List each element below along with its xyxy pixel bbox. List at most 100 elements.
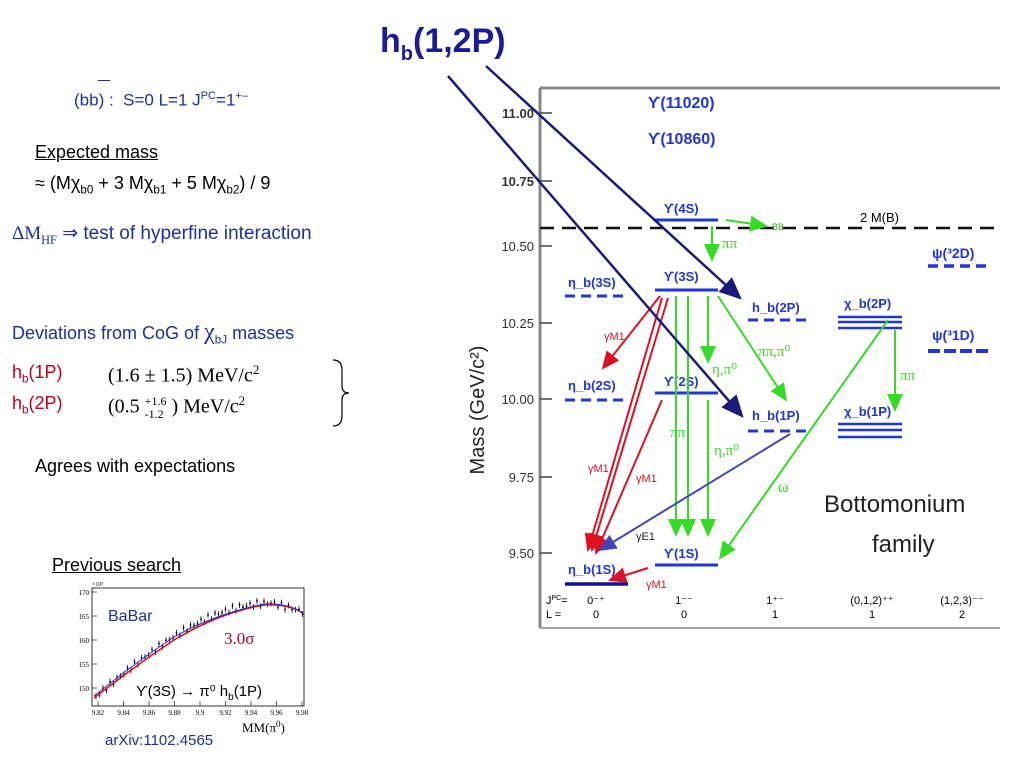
- upsilon-10860-label: ϒ(10860): [648, 131, 715, 148]
- babar-point: [242, 606, 244, 608]
- result-hb1p: hb(1P): [12, 362, 63, 386]
- bbbar-label: BB: [772, 222, 784, 232]
- u3s-to-eta1s-b: [588, 297, 669, 552]
- chi-1p-label: χ_b(1P): [844, 404, 891, 419]
- babar-label: BaBar: [108, 608, 153, 625]
- l-value: 0: [681, 609, 687, 621]
- u1s-to-eta1s: [608, 567, 649, 583]
- pointer-to-hb2p: [485, 65, 742, 300]
- babar-point: [221, 611, 223, 614]
- u4s-to-bb: [725, 215, 768, 232]
- u4s-pipi-label: ππ: [722, 236, 738, 252]
- arxiv-reference: arXiv:1102.4565: [105, 732, 214, 749]
- mass-tick-label: 10.00: [501, 392, 534, 407]
- title-sub: b: [400, 42, 413, 65]
- babar-xtick-label: 9.84: [117, 709, 130, 717]
- expected-formula: ≈ (Mχb0 + 3 Mχb1 + 5 Mχb2) / 9: [35, 173, 271, 197]
- delta-m-hf: ΔM: [12, 223, 42, 244]
- eta-2s-label: η_b(2S): [568, 378, 616, 393]
- babar-ytick-label: 170: [79, 589, 90, 597]
- gm1-label-4: γM1: [646, 579, 667, 591]
- babar-point: [193, 624, 195, 627]
- approx-sign: ≈: [35, 173, 45, 193]
- babar-point: [249, 602, 251, 605]
- l-value: 1: [869, 609, 875, 621]
- bbbar-label: (bb) :: [74, 90, 114, 110]
- hb1p-to-eta1s: [598, 433, 791, 552]
- gm1-label-3: γM1: [636, 473, 657, 485]
- jpc-value: (0,1,2)⁺⁺: [850, 595, 894, 607]
- mass-tick-label: 10.50: [501, 239, 534, 254]
- gm1-label-1: γM1: [604, 331, 625, 343]
- babar-point: [140, 656, 143, 659]
- babar-xtick-label: 9.86: [143, 709, 156, 717]
- babar-point: [133, 660, 136, 663]
- babar-point: [175, 632, 178, 634]
- babar-point: [200, 618, 202, 621]
- u2s-to-eta1s: [594, 399, 663, 555]
- babar-point: [182, 626, 185, 629]
- babar-point: [277, 606, 279, 608]
- jpc-value: 0⁻⁺: [587, 595, 605, 607]
- eta-1s-label: η_b(1S): [568, 562, 616, 577]
- family-label-2: family: [872, 531, 935, 558]
- l-value: 1: [772, 609, 778, 621]
- u3s-to-eta2s: [601, 295, 661, 370]
- l-value: 0: [593, 609, 599, 621]
- upsilon-3s-label: ϒ(3S): [664, 269, 699, 284]
- l-value: 2: [959, 609, 965, 621]
- babar-xticks: 9.82 9.84 9.86 9.88 9.9 9.92 9.94 9.96 9.98: [92, 701, 309, 717]
- u3s-pipipi-label: ππ,π⁰: [758, 344, 790, 360]
- bbbar-overline: [98, 80, 110, 81]
- babar-yticks: 170 165 160 155 150: [79, 589, 97, 693]
- babar-point: [165, 639, 167, 641]
- u3s-etapi-label: η,π⁰: [712, 362, 737, 378]
- babar-point: [189, 623, 192, 626]
- babar-point: [245, 604, 248, 607]
- upsilon-1s-label: ϒ(1S): [664, 546, 699, 561]
- babar-point: [105, 689, 108, 692]
- babar-xtick-label: 9.82: [92, 709, 105, 717]
- babar-point: [207, 613, 209, 616]
- babar-point: [280, 601, 283, 604]
- babar-point: [224, 608, 227, 611]
- u3s-to-hb1p: [717, 295, 788, 402]
- babar-bg-curve: [93, 603, 305, 697]
- jpc-value: 1⁺⁻: [766, 595, 784, 607]
- slide-title: hb(1,2P): [380, 22, 506, 66]
- babar-point: [284, 608, 286, 611]
- jpc-value: 1⁻⁻: [675, 595, 693, 607]
- babar-point: [126, 667, 129, 670]
- babar-point: [217, 613, 220, 616]
- babar-point: [158, 642, 160, 645]
- babar-point: [273, 601, 276, 603]
- chi2p-pipi-label: ππ: [900, 368, 916, 384]
- babar-ytick-label: 150: [79, 685, 90, 693]
- jpc-value: (1,2,3)⁻⁻: [940, 595, 984, 607]
- babar-point: [291, 608, 293, 611]
- mass-tick-label: 9.50: [509, 546, 534, 561]
- u3s-to-eta1s-a: [584, 297, 663, 552]
- ge1-label: γE1: [636, 531, 655, 543]
- mass-tick-label: 10.75: [501, 174, 534, 189]
- mass-tick-label: 11.00: [502, 106, 534, 121]
- mass-tick-label: 9.75: [509, 470, 534, 485]
- babar-ytick-label: 160: [79, 637, 90, 645]
- babar-point: [214, 612, 216, 614]
- chi-2p-label: χ_b(2P): [844, 296, 891, 311]
- quantum-sup: PC: [200, 90, 217, 102]
- u2s-pipi-label: ππ: [670, 425, 686, 441]
- mass-axis-label: Mass (GeV/c²): [467, 346, 489, 475]
- omega-label: ω: [778, 479, 789, 496]
- babar-plot: ×10³ 170 165 160 155 150 9.82 9.84 9.86 9.88 9.9…: [79, 582, 309, 735]
- quantum-text: S=0 L=1 J: [123, 90, 201, 110]
- hyperfine-line: ΔMHF ⇒ test of hyperfine interaction: [12, 223, 312, 247]
- quantum-sup2: +–: [235, 90, 249, 102]
- u2s-etapi-label: η,π⁰: [714, 443, 739, 459]
- babar-significance: 3.0σ: [224, 629, 254, 648]
- babar-frame: [91, 587, 305, 707]
- implies-arrow: ⇒: [62, 223, 79, 244]
- babar-point: [298, 608, 300, 611]
- expected-heading: Expected mass: [35, 142, 159, 162]
